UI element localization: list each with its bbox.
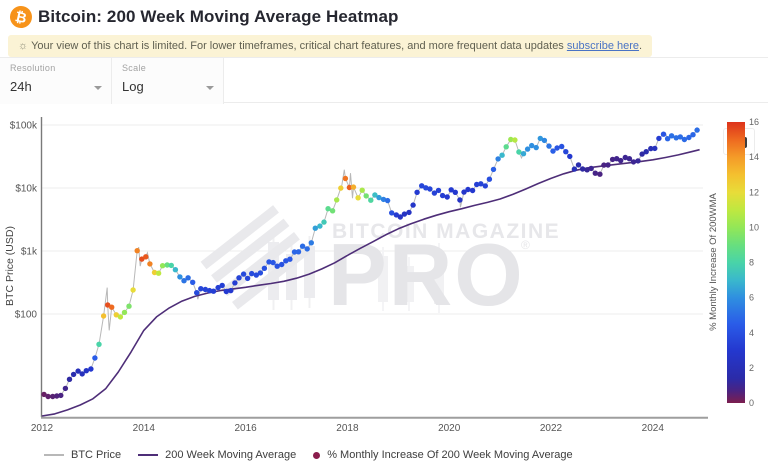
resolution-label: Resolution <box>10 63 56 73</box>
svg-text:2016: 2016 <box>234 423 257 434</box>
svg-text:% Monthly Increase Of 200WMA: % Monthly Increase Of 200WMA <box>708 192 719 330</box>
legend-label: 200 Week Moving Average <box>165 449 297 461</box>
svg-text:2: 2 <box>749 363 754 373</box>
svg-text:$100: $100 <box>15 310 38 321</box>
page-header: ₿ Bitcoin: 200 Week Moving Average Heatm… <box>0 0 768 34</box>
banner-text: Your view of this chart is limited. For … <box>31 40 567 52</box>
svg-text:$10k: $10k <box>15 184 38 195</box>
scale-label: Scale <box>122 63 147 73</box>
svg-text:8: 8 <box>749 258 754 268</box>
svg-text:2022: 2022 <box>540 423 563 434</box>
svg-text:12: 12 <box>749 187 759 197</box>
subscribe-link[interactable]: subscribe here <box>566 40 640 52</box>
banner-suffix: . <box>639 40 643 52</box>
legend-label: % Monthly Increase Of 200 Week Moving Av… <box>327 449 573 461</box>
svg-text:$100k: $100k <box>10 121 38 132</box>
svg-text:2020: 2020 <box>438 423 461 434</box>
chevron-down-icon <box>94 86 102 90</box>
axis-labels: $100k $10k $1k $100 2012 2014 2016 2018 2020 2022… <box>4 121 664 435</box>
heatmap-dots <box>41 127 700 400</box>
page-title: Bitcoin: 200 Week Moving Average Heatmap <box>38 7 399 26</box>
svg-text:BITCOIN MAGAZINE: BITCOIN MAGAZINE <box>332 220 560 243</box>
svg-text:2024: 2024 <box>642 423 665 434</box>
axes <box>40 117 708 419</box>
svg-text:BTC Price (USD): BTC Price (USD) <box>4 226 16 306</box>
svg-text:$1k: $1k <box>21 247 38 258</box>
svg-text:16: 16 <box>749 117 759 127</box>
bitcoin-icon: ₿ <box>7 3 35 31</box>
legend-line-swatch <box>138 454 159 456</box>
limited-view-banner: ☼ Your view of this chart is limited. For… <box>8 35 653 57</box>
chart-toolbar: Resolution 24h Scale Log <box>0 57 768 155</box>
sun-icon: ☼ <box>18 40 29 52</box>
scale-dropdown[interactable]: Scale Log <box>112 58 224 104</box>
svg-text:2014: 2014 <box>133 423 156 434</box>
svg-text:2018: 2018 <box>336 423 359 434</box>
svg-text:10: 10 <box>749 222 759 232</box>
legend: BTC Price 200 Week Moving Average % Monthl… <box>44 449 573 461</box>
svg-text:2012: 2012 <box>31 423 54 434</box>
grid-lines <box>42 124 703 315</box>
resolution-value: 24h <box>10 79 32 94</box>
legend-label: BTC Price <box>71 449 122 461</box>
svg-text:6: 6 <box>749 293 754 303</box>
colorbar: 0 2 4 6 8 10 12 14 16 % Monthly Increase Of 200WM… <box>708 117 759 408</box>
svg-text:4: 4 <box>749 328 754 338</box>
chevron-down-icon <box>206 86 214 90</box>
svg-text:®: ® <box>521 238 530 252</box>
resolution-dropdown[interactable]: Resolution 24h <box>0 58 112 104</box>
svg-text:14: 14 <box>749 152 759 162</box>
legend-line-swatch <box>44 454 64 456</box>
legend-dot-swatch <box>313 451 321 459</box>
scale-value: Log <box>122 79 144 94</box>
legend-item[interactable]: BTC Price <box>44 449 121 461</box>
legend-item[interactable]: % Monthly Increase Of 200 Week Moving Av… <box>313 449 573 461</box>
legend-item[interactable]: 200 Week Moving Average <box>138 449 296 461</box>
svg-text:PRO: PRO <box>328 225 525 324</box>
svg-text:0: 0 <box>749 398 754 408</box>
